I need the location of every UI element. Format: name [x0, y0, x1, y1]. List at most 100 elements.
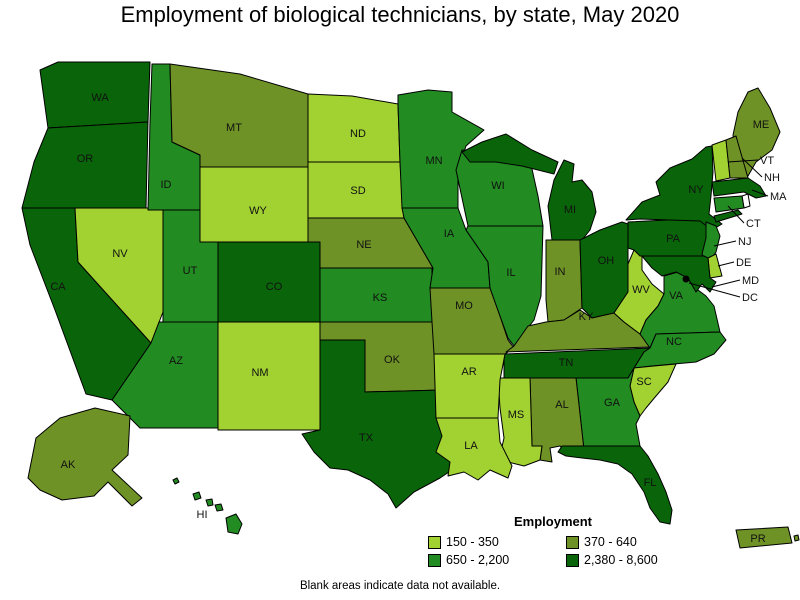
state-IN: [545, 239, 583, 323]
callout-label-DE: DE: [736, 257, 751, 269]
legend-title: Employment: [513, 514, 592, 529]
legend-label-bin1: 150 - 350: [446, 535, 499, 549]
state-HI: [205, 498, 214, 507]
callout-label-CT: CT: [746, 218, 761, 230]
callout-line-MA: [751, 189, 769, 197]
state-label-OR: OR: [77, 153, 94, 165]
callout-label-MA: MA: [770, 191, 787, 203]
state-AR: [433, 353, 506, 419]
state-label-HI: HI: [197, 509, 208, 521]
legend-label-bin3: 650 - 2,200: [446, 553, 510, 567]
state-label-OK: OK: [384, 354, 401, 366]
state-label-WA: WA: [91, 92, 109, 104]
state-LA: [435, 417, 513, 481]
state-label-FL: FL: [644, 477, 657, 489]
state-PR: [735, 526, 793, 549]
dc-marker-dot: [682, 275, 690, 283]
state-MA: [711, 177, 767, 199]
callout-label-NJ: NJ: [738, 236, 751, 248]
state-NY: [625, 145, 723, 231]
state-IL: [465, 225, 544, 347]
state-label-VA: VA: [669, 290, 684, 302]
state-label-MN: MN: [425, 155, 442, 167]
state-label-IA: IA: [444, 228, 455, 240]
legend-item-bin2: 370 - 640: [566, 535, 637, 549]
legend-item-bin1: 150 - 350: [428, 535, 566, 549]
legend-label-bin2: 370 - 640: [584, 535, 637, 549]
state-label-NE: NE: [356, 239, 371, 251]
callout-line-VT: [727, 159, 759, 163]
state-label-PR: PR: [750, 533, 765, 545]
state-label-AZ: AZ: [169, 355, 183, 367]
state-label-AR: AR: [461, 366, 476, 378]
state-label-MS: MS: [508, 409, 525, 421]
state-label-ID: ID: [161, 179, 172, 191]
state-NM: [217, 321, 321, 431]
state-TX: [301, 339, 465, 509]
state-label-PA: PA: [666, 233, 681, 245]
callout-label-VT: VT: [760, 155, 774, 167]
callout-label-MD: MD: [742, 275, 759, 287]
state-label-WV: WV: [632, 284, 650, 296]
state-WA: [39, 61, 151, 129]
state-label-OH: OH: [598, 255, 615, 267]
state-label-IL: IL: [506, 267, 515, 279]
legend-swatch-bin3: [428, 553, 441, 567]
state-label-AL: AL: [555, 399, 568, 411]
state-label-KS: KS: [373, 292, 388, 304]
state-MD: [641, 255, 717, 293]
state-label-TN: TN: [559, 357, 574, 369]
state-MS: [497, 377, 543, 467]
state-label-ME: ME: [753, 119, 770, 131]
legend-label-bin4: 2,380 - 8,600: [584, 553, 658, 567]
state-label-MO: MO: [455, 300, 473, 312]
state-MI: [461, 133, 559, 175]
state-label-SD: SD: [350, 185, 365, 197]
callout-line-NJ: [713, 240, 737, 247]
state-label-SC: SC: [636, 376, 651, 388]
callout-line-NH: [741, 157, 763, 178]
state-PR: [793, 534, 800, 542]
state-CT: [713, 195, 745, 213]
state-AK: [27, 407, 143, 507]
state-OR: [21, 121, 149, 209]
state-label-KY: KY: [579, 311, 594, 323]
state-label-NM: NM: [251, 367, 268, 379]
state-label-WI: WI: [491, 180, 504, 192]
state-GA: [575, 367, 641, 451]
map-footnote: Blank areas indicate data not available.: [299, 580, 501, 592]
callout-label-DC: DC: [742, 292, 758, 304]
state-HI: [172, 477, 180, 485]
callout-line-MD: [711, 279, 741, 288]
state-label-WY: WY: [249, 205, 267, 217]
state-HI: [214, 503, 224, 512]
callout-line-CT: [727, 205, 745, 224]
legend-item-bin4: 2,380 - 8,600: [566, 553, 658, 567]
legend-swatch-bin1: [428, 535, 441, 549]
callout-line-DC: [688, 282, 741, 298]
state-label-UT: UT: [183, 265, 198, 277]
state-HI: [225, 513, 243, 535]
state-HI: [192, 491, 202, 501]
state-label-NY: NY: [688, 184, 704, 196]
page-title: Employment of biological technicians, by…: [120, 2, 680, 27]
state-TN: [503, 347, 651, 379]
state-label-NV: NV: [112, 248, 128, 260]
state-label-GA: GA: [604, 397, 621, 409]
state-label-NC: NC: [666, 336, 682, 348]
legend-swatch-bin4: [566, 553, 579, 567]
map-legend: Employment 150 - 350 370 - 640 650 - 2,2…: [428, 514, 678, 571]
state-label-AK: AK: [61, 459, 76, 471]
callout-label-NH: NH: [764, 172, 780, 184]
callout-line-DE: [717, 261, 735, 267]
state-FL: [557, 445, 673, 525]
legend-item-bin3: 650 - 2,200: [428, 553, 566, 567]
state-label-TX: TX: [359, 432, 374, 444]
state-label-IN: IN: [555, 266, 566, 278]
state-label-CA: CA: [50, 281, 66, 293]
state-MI: [547, 159, 597, 241]
state-label-MI: MI: [564, 204, 576, 216]
state-label-CO: CO: [266, 281, 283, 293]
